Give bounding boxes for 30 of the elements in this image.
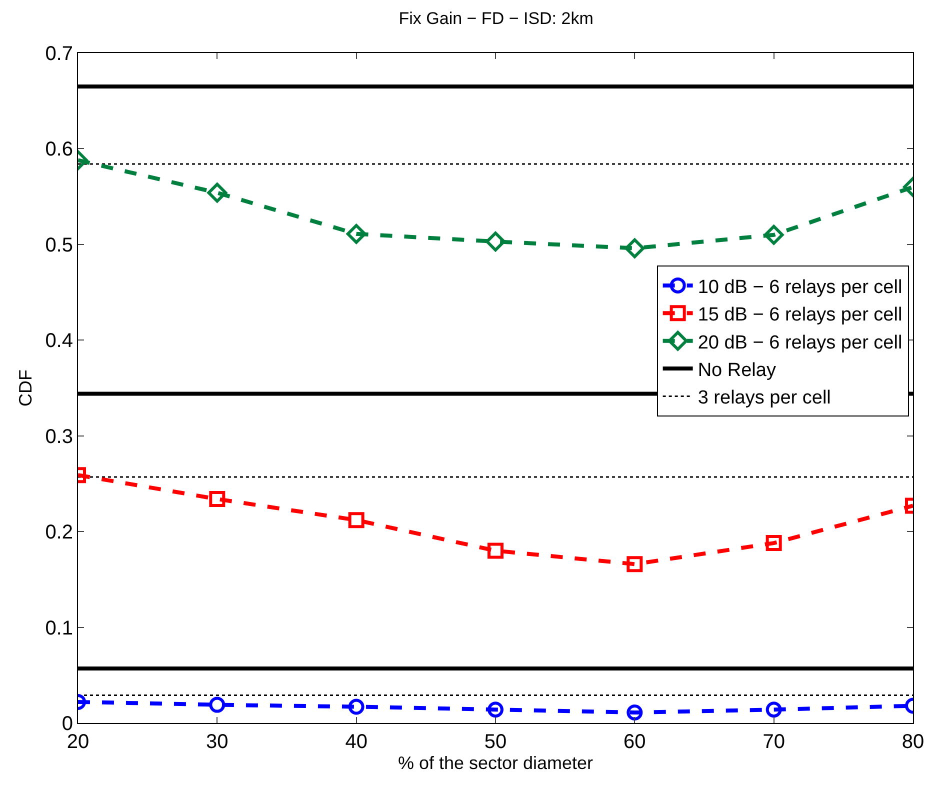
point — [348, 698, 364, 715]
point — [626, 704, 643, 720]
x-tick-label: 50 — [484, 731, 507, 753]
legend-label: 3 relays per cell — [698, 388, 831, 409]
y-tick-label: 0.4 — [45, 330, 73, 352]
point — [346, 224, 366, 244]
legend-label: 20 dB − 6 relays per cell — [698, 332, 902, 354]
x-tick-label: 80 — [902, 731, 924, 753]
y-tick-label: 0.3 — [45, 426, 73, 448]
point — [488, 702, 504, 718]
point — [624, 238, 645, 258]
x-axis-title: % of the sector diameter — [398, 753, 594, 774]
y-tick-label: 0.1 — [45, 617, 73, 640]
chart-title: Fix Gain − FD − ISD: 2km — [398, 8, 594, 28]
x-tick-label: 60 — [624, 731, 646, 753]
legend-label: No Relay — [698, 360, 776, 381]
point — [486, 232, 506, 252]
point — [348, 512, 364, 528]
x-tick-label: 70 — [762, 731, 785, 753]
x-tick-label: 40 — [345, 731, 368, 753]
y-tick-label: 0.2 — [45, 522, 73, 544]
y-axis-title: CDF — [15, 370, 36, 406]
y-tick-label: 0.7 — [45, 43, 73, 65]
y-tick-label: 0.6 — [45, 138, 73, 161]
x-tick-label: 30 — [206, 731, 228, 753]
legend-label: 10 dB − 6 relays per cell — [698, 276, 902, 298]
point — [488, 542, 504, 559]
y-tick-label: 0.5 — [45, 234, 73, 256]
point — [626, 556, 643, 572]
legend-label: 15 dB − 6 relays per cell — [698, 304, 902, 326]
